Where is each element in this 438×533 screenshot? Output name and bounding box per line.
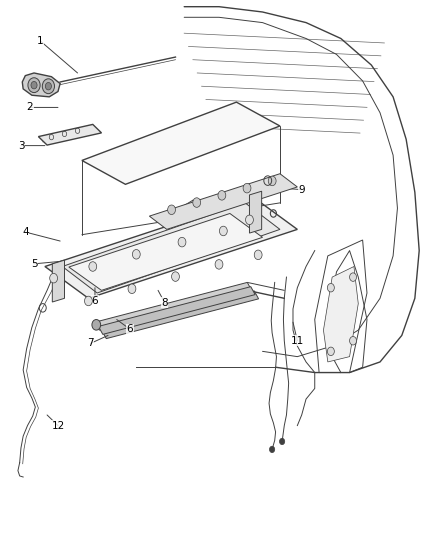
Circle shape xyxy=(215,260,223,269)
Circle shape xyxy=(327,347,334,356)
Polygon shape xyxy=(250,191,261,233)
Circle shape xyxy=(269,446,275,453)
Circle shape xyxy=(92,319,101,330)
Circle shape xyxy=(46,83,51,90)
Circle shape xyxy=(243,183,251,193)
Circle shape xyxy=(350,273,357,281)
Polygon shape xyxy=(99,287,255,334)
Circle shape xyxy=(219,226,227,236)
Polygon shape xyxy=(102,291,258,338)
Circle shape xyxy=(89,262,97,271)
Text: 10: 10 xyxy=(237,232,250,243)
Circle shape xyxy=(42,79,54,94)
Circle shape xyxy=(28,78,40,93)
Text: 9: 9 xyxy=(298,184,305,195)
Circle shape xyxy=(128,284,136,294)
Circle shape xyxy=(254,250,262,260)
Circle shape xyxy=(49,273,57,283)
Circle shape xyxy=(218,191,226,200)
Polygon shape xyxy=(82,102,280,184)
Text: 1: 1 xyxy=(37,36,44,46)
Circle shape xyxy=(31,82,37,89)
Polygon shape xyxy=(52,260,64,302)
Circle shape xyxy=(172,272,180,281)
Text: 4: 4 xyxy=(22,227,28,237)
Polygon shape xyxy=(95,282,252,330)
Polygon shape xyxy=(323,266,358,362)
Circle shape xyxy=(168,205,176,215)
Text: 11: 11 xyxy=(291,336,304,346)
Circle shape xyxy=(327,284,334,292)
Polygon shape xyxy=(39,124,102,145)
Text: 8: 8 xyxy=(161,297,168,308)
Polygon shape xyxy=(149,174,297,229)
Text: 7: 7 xyxy=(87,338,94,349)
Polygon shape xyxy=(69,214,262,290)
Circle shape xyxy=(279,438,285,445)
Text: 2: 2 xyxy=(26,102,33,112)
Circle shape xyxy=(178,237,186,247)
Circle shape xyxy=(246,215,253,224)
Circle shape xyxy=(268,176,276,185)
Circle shape xyxy=(350,336,357,345)
Polygon shape xyxy=(62,203,280,293)
Polygon shape xyxy=(45,198,297,298)
Text: 6: 6 xyxy=(127,324,133,334)
Text: 5: 5 xyxy=(31,259,37,269)
Circle shape xyxy=(193,198,201,207)
Circle shape xyxy=(85,296,92,306)
Text: 3: 3 xyxy=(18,141,24,151)
Text: 12: 12 xyxy=(51,421,64,431)
Text: 6: 6 xyxy=(92,296,98,306)
Polygon shape xyxy=(22,73,60,97)
Circle shape xyxy=(132,249,140,259)
